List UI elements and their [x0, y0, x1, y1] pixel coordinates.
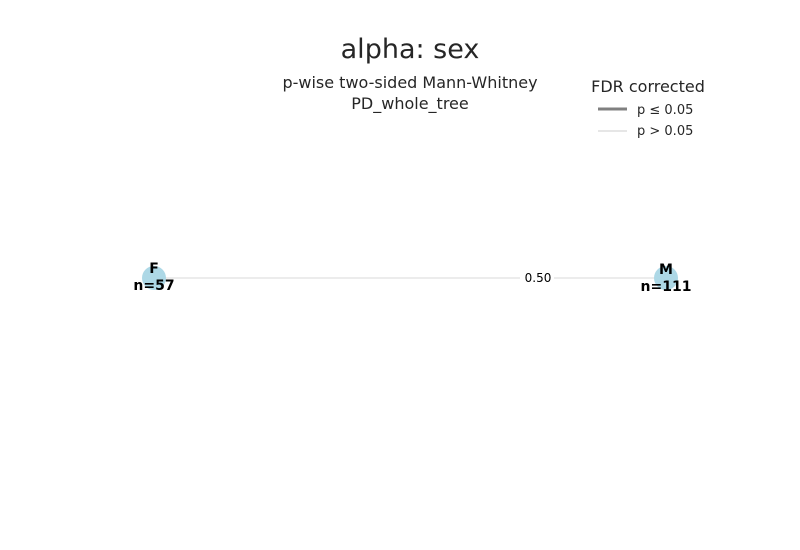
- node-m-count: n=111: [641, 279, 692, 295]
- edge-label-background: [520, 268, 554, 286]
- node-f-marker: [142, 266, 166, 290]
- edge-f-m: 0.50: [154, 268, 666, 286]
- figure-subtitle-metric: PD_whole_tree: [351, 94, 468, 114]
- legend-label-not-significant: p > 0.05: [637, 124, 693, 139]
- figure-subtitle-test: p-wise two-sided Mann-Whitney: [282, 73, 537, 92]
- node-f: F n=57: [133, 261, 174, 294]
- node-f-count: n=57: [133, 278, 174, 294]
- figure-title: alpha: sex: [341, 34, 480, 65]
- legend-title: FDR corrected: [591, 77, 705, 96]
- node-m-marker: [654, 266, 678, 290]
- legend: FDR corrected p ≤ 0.05 p > 0.05: [591, 77, 705, 139]
- node-m: M n=111: [641, 262, 692, 295]
- legend-label-significant: p ≤ 0.05: [637, 103, 693, 118]
- node-f-name: F: [149, 261, 159, 277]
- node-m-name: M: [659, 262, 673, 278]
- edge-p-value-label: 0.50: [525, 271, 552, 285]
